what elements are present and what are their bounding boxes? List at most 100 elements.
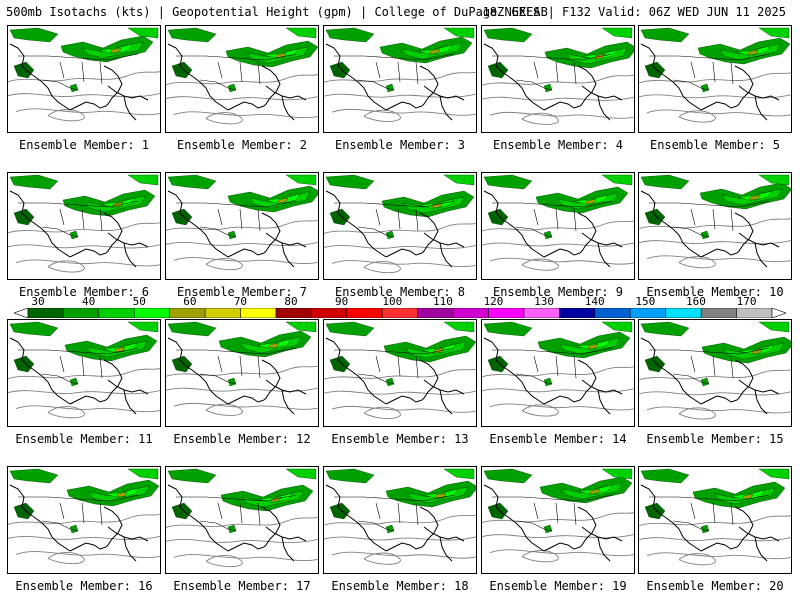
political-border [99, 355, 103, 379]
colorbar-tick-label: 30 [31, 295, 45, 308]
coastline [700, 542, 738, 552]
isotach-map [166, 321, 318, 416]
height-contour [482, 534, 634, 539]
political-border [59, 502, 65, 520]
height-contour [205, 112, 243, 125]
political-border [492, 200, 613, 208]
coastline [107, 85, 149, 101]
height-contour [15, 551, 160, 558]
coastline [261, 212, 281, 254]
political-border [690, 502, 696, 520]
height-contour [639, 369, 791, 381]
political-border [357, 520, 395, 532]
isotach-shading [758, 321, 790, 333]
colorbar-swatch [169, 308, 206, 318]
isotach-shading [443, 468, 475, 480]
isotach-shading [127, 468, 159, 480]
political-border [533, 208, 539, 226]
coastline [577, 359, 597, 401]
coastline [69, 101, 107, 111]
political-border [81, 61, 85, 83]
height-contour [646, 255, 791, 263]
height-contour [521, 112, 559, 125]
coastline [734, 65, 754, 107]
height-contour [489, 257, 634, 265]
colorbar-swatch [346, 308, 383, 318]
coastline [439, 95, 453, 121]
isotach-map [482, 468, 634, 563]
political-border [672, 520, 710, 532]
coastline [103, 506, 123, 548]
isotach-shading [127, 321, 159, 333]
political-border [415, 208, 419, 232]
isotach-shading [227, 185, 318, 213]
political-border [555, 61, 559, 83]
coastline [597, 95, 611, 121]
height-contour [8, 244, 160, 249]
political-border [415, 61, 419, 85]
coastline [507, 516, 545, 552]
coastline [265, 379, 307, 395]
isotach-shading [329, 208, 351, 226]
political-border [81, 208, 85, 230]
height-contour [166, 241, 318, 247]
coastline [419, 506, 439, 548]
ensemble-member-label: Ensemble Member: 2 [176, 138, 308, 152]
coastline [419, 212, 439, 254]
isotach-shading [640, 174, 690, 190]
political-border [375, 208, 381, 226]
isotach-shading [13, 355, 35, 373]
coastline [483, 337, 509, 371]
isotach-shading [443, 321, 475, 333]
colorbar-tick-label: 110 [432, 295, 453, 308]
isotach-shading [640, 321, 690, 337]
ensemble-member-map [638, 319, 792, 427]
ensemble-member-label: Ensemble Member: 20 [646, 579, 784, 593]
ensemble-member-label: Ensemble Member: 14 [489, 432, 627, 446]
coastline [167, 484, 193, 518]
political-border [712, 355, 716, 377]
political-border [59, 61, 65, 79]
colorbar-swatch [523, 308, 560, 318]
ensemble-member-label: Ensemble Member: 16 [15, 579, 153, 593]
coastline [581, 85, 623, 101]
political-border [573, 355, 577, 379]
height-contour [521, 550, 559, 563]
coastline [507, 222, 545, 258]
political-border [239, 502, 243, 524]
political-border [334, 53, 455, 61]
height-contour [166, 74, 318, 86]
height-contour [8, 71, 160, 83]
isotach-shading [9, 174, 59, 190]
political-border [573, 502, 577, 526]
title-right: 18Z GEFS | F132 Valid: 06Z WED JUN 11 20… [482, 5, 786, 19]
political-border [712, 502, 716, 524]
colorbar-tick-label: 120 [483, 295, 504, 308]
coastline [754, 389, 768, 415]
height-contour [173, 554, 318, 561]
height-contour [166, 365, 318, 377]
isotach-shading [171, 61, 193, 79]
height-contour [205, 257, 243, 271]
coastline [419, 65, 439, 107]
political-border [239, 355, 243, 377]
isotach-shading [587, 343, 599, 350]
isotach-map [8, 27, 160, 122]
coastline [577, 212, 597, 254]
height-contour [646, 109, 791, 117]
colorbar-swatch [452, 308, 489, 318]
height-contour [166, 387, 318, 392]
political-border [199, 373, 237, 385]
coastline [700, 248, 738, 258]
height-contour [639, 515, 791, 527]
height-contour [324, 536, 476, 541]
isotach-shading [601, 468, 633, 480]
colorbar-swatch [700, 308, 737, 318]
height-contour [639, 537, 791, 542]
ensemble-member-map [7, 25, 161, 133]
ensemble-member-map [638, 172, 792, 280]
isotach-shading [325, 468, 375, 484]
ensemble-member-map [165, 466, 319, 574]
isotach-map [8, 174, 160, 273]
coastline [664, 222, 702, 258]
